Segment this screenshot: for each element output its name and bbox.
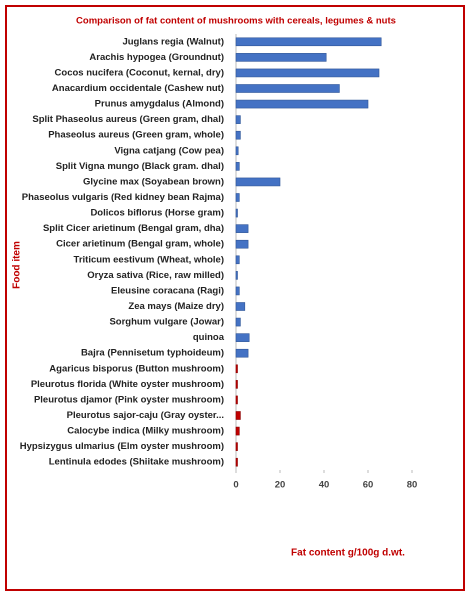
- y-tick-label: Cicer arietinum (Bengal gram, whole): [56, 239, 224, 250]
- y-tick-label: Calocybe indica (Milky mushroom): [67, 426, 224, 437]
- y-tick-label: Pleurotus florida (White oyster mushroom…: [31, 379, 224, 390]
- bar: [235, 348, 249, 358]
- y-tick-label: Split Phaseolus aureus (Green gram, dhal…: [32, 114, 224, 125]
- y-tick-label: Vigna catjang (Cow pea): [114, 145, 224, 156]
- bar: [235, 115, 241, 124]
- bar: [235, 162, 240, 171]
- bar: [235, 193, 240, 202]
- y-tick-label: Hypsizygus ulmarius (Elm oyster mushroom…: [20, 441, 224, 452]
- bar: [235, 380, 238, 389]
- bar: [235, 286, 240, 296]
- y-tick-label: Cocos nucifera (Coconut, kernal, dry): [55, 67, 224, 78]
- bar: [235, 255, 240, 265]
- y-tick-label: Sorghum vulgare (Jowar): [109, 317, 224, 328]
- y-tick-label: Bajra (Pennisetum typhoideum): [81, 348, 224, 359]
- y-tick-label: Split Vigna mungo (Black gram. dhal): [56, 161, 224, 172]
- bar: [235, 457, 238, 467]
- bar: [235, 130, 241, 140]
- bar: [235, 411, 241, 420]
- bar: [235, 177, 281, 187]
- x-tick-label: 0: [233, 480, 238, 491]
- bar: [235, 84, 340, 93]
- chart-title: Comparison of fat content of mushrooms w…: [76, 16, 396, 27]
- bar: [235, 271, 238, 280]
- y-tick-label: Anacardium occidentale (Cashew nut): [52, 83, 224, 94]
- y-tick-label: Phaseolus aureus (Green gram, whole): [48, 130, 224, 141]
- y-tick-label: Prunus amygdalus (Almond): [95, 99, 224, 110]
- y-tick-label: Glycine max (Soyabean brown): [83, 176, 224, 187]
- bar: [235, 395, 238, 405]
- y-tick-label: Lentinula edodes (Shiitake mushroom): [49, 457, 224, 468]
- y-tick-label: Zea mays (Maize dry): [128, 301, 224, 312]
- y-tick-label: Triticum eestivum (Wheat, whole): [74, 254, 224, 265]
- bar: [235, 442, 238, 451]
- bar: [235, 317, 241, 327]
- bar: [235, 333, 250, 342]
- y-tick-label: Eleusine coracana (Ragi): [111, 285, 224, 296]
- y-tick-label: Pleurotus djamor (Pink oyster mushroom): [34, 394, 224, 405]
- y-tick-label: Split Cicer arietinum (Bengal gram, dha): [43, 223, 224, 234]
- bar: [235, 99, 369, 109]
- y-tick-label: quinoa: [193, 332, 225, 343]
- x-tick-label: 80: [407, 480, 418, 491]
- bar: [235, 426, 240, 436]
- bar: [235, 224, 249, 233]
- frame: [5, 5, 465, 591]
- y-tick-label: Agaricus bisporus (Button mushroom): [49, 363, 224, 374]
- x-axis-label: Fat content g/100g d.wt.: [291, 548, 405, 559]
- x-tick-label: 20: [275, 480, 286, 491]
- y-axis-label: Food item: [12, 241, 23, 289]
- y-tick-label: Dolicos biflorus (Horse gram): [90, 208, 224, 219]
- bar: [235, 302, 246, 311]
- bar: [235, 68, 380, 78]
- y-tick-label: Arachis hypogea (Groundnut): [89, 52, 224, 63]
- y-tick-label: Juglans regia (Walnut): [122, 36, 224, 47]
- bar: [235, 208, 238, 218]
- bar: [235, 37, 382, 47]
- y-tick-label: Phaseolus vulgaris (Red kidney bean Rajm…: [22, 192, 224, 203]
- bar: [235, 364, 238, 374]
- y-tick-label: Oryza sativa (Rice, raw milled): [87, 270, 224, 281]
- x-tick-label: 40: [319, 480, 330, 491]
- bar: [235, 239, 249, 249]
- bar: [235, 53, 327, 62]
- x-tick-label: 60: [363, 480, 374, 491]
- bar: [235, 146, 239, 156]
- y-tick-label: Pleurotus sajor-caju (Gray oyster...: [67, 410, 224, 421]
